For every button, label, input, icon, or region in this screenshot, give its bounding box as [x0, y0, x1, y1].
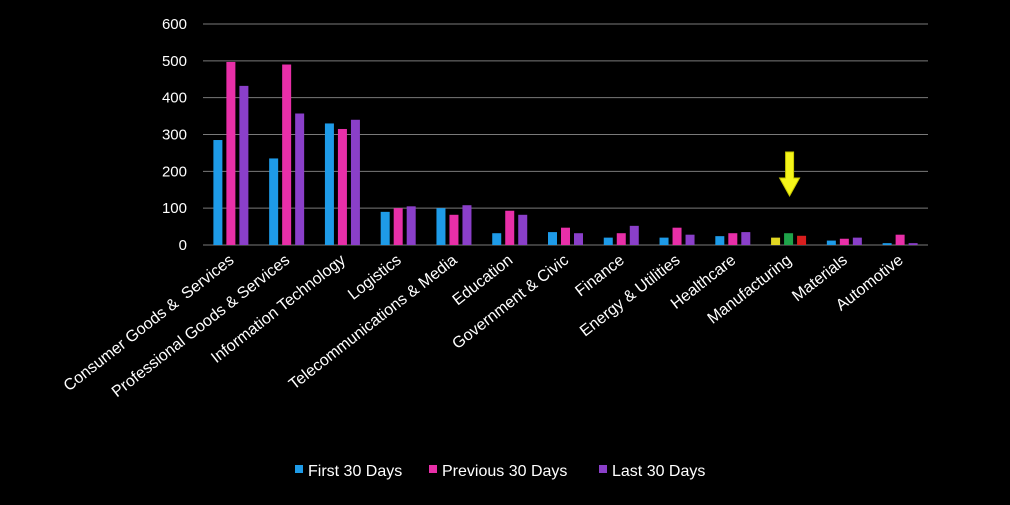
bar-previous-30	[337, 128, 347, 245]
bars	[213, 61, 918, 246]
bar-first-30	[548, 232, 557, 245]
bar-previous-30	[561, 227, 570, 245]
legend-swatch	[295, 465, 303, 473]
bar-first-30	[659, 237, 669, 245]
bar-previous-30	[449, 214, 459, 245]
y-tick-label: 300	[162, 127, 187, 144]
bar-previous-30	[672, 227, 682, 245]
legend-label: Last 30 Days	[612, 463, 705, 480]
bar-first-30	[492, 233, 502, 245]
bar-previous-30	[728, 233, 738, 245]
bar-last-30	[908, 243, 918, 245]
bar-last-30	[295, 113, 305, 245]
bar-first-30	[882, 243, 892, 245]
gridlines	[203, 23, 928, 246]
bar-first-30	[771, 237, 781, 245]
bar-first-30	[380, 211, 390, 245]
y-tick-label: 500	[162, 53, 187, 70]
bar-last-30	[239, 85, 249, 245]
y-tick-label: 400	[162, 90, 187, 107]
bar-first-30	[715, 236, 725, 245]
bar-previous-30	[839, 238, 849, 245]
x-tick-label: Energy & Utilities	[577, 252, 683, 340]
bar-last-30	[797, 235, 807, 245]
bar-previous-30	[505, 210, 515, 245]
legend-swatch	[599, 465, 607, 473]
bar-last-30	[685, 234, 695, 245]
bar-last-30	[629, 225, 639, 245]
bar-last-30	[350, 119, 360, 245]
legend: First 30 Days Previous 30 Days Last 30 Day…	[295, 463, 705, 480]
bar-previous-30	[393, 208, 403, 245]
bar-last-30	[406, 206, 416, 245]
y-axis-ticks: 0 100 200 300 400 500 600	[162, 16, 187, 254]
bar-previous-30	[616, 233, 626, 245]
legend-label: Previous 30 Days	[442, 463, 567, 480]
bar-previous-30	[895, 234, 905, 245]
down-arrow-icon	[778, 151, 801, 198]
bar-last-30	[462, 205, 472, 245]
bar-last-30	[852, 237, 862, 245]
bar-last-30	[574, 233, 583, 245]
bar-previous-30	[282, 64, 292, 246]
y-tick-label: 0	[179, 237, 187, 254]
y-tick-label: 200	[162, 163, 187, 180]
legend-label: First 30 Days	[308, 463, 402, 480]
bar-first-30	[603, 237, 613, 245]
y-tick-label: 100	[162, 200, 187, 217]
bar-previous-30	[784, 233, 794, 245]
bar-first-30	[269, 158, 279, 245]
bar-first-30	[826, 240, 836, 245]
bar-last-30	[741, 232, 751, 245]
highlight-arrow	[778, 151, 801, 198]
bar-first-30	[324, 123, 334, 245]
y-tick-label: 600	[162, 16, 187, 33]
bar-last-30	[518, 214, 528, 245]
bar-first-30	[436, 208, 446, 245]
bar-previous-30	[226, 61, 236, 246]
legend-swatch	[429, 465, 437, 473]
bar-first-30	[213, 140, 223, 245]
